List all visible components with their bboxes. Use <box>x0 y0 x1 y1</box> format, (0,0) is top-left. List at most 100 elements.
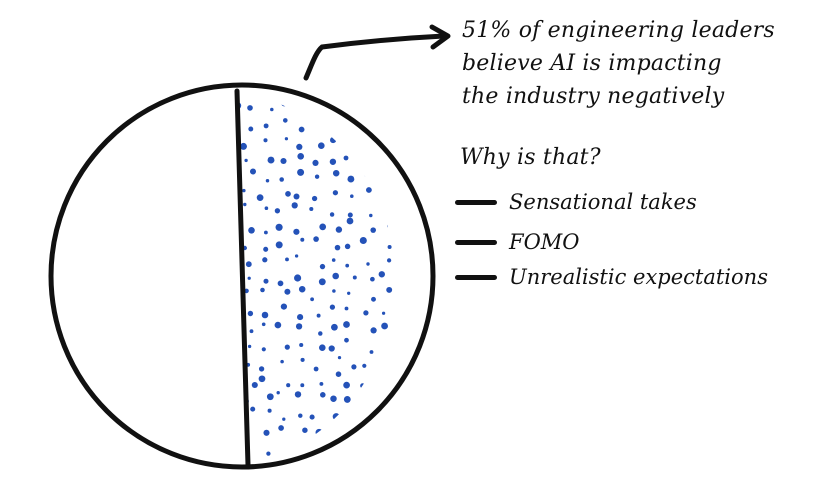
pattern-dot <box>275 223 283 231</box>
pattern-dot <box>386 258 392 263</box>
pattern-dot <box>332 272 340 280</box>
pattern-dot <box>263 429 270 436</box>
pattern-dot <box>396 276 403 283</box>
pattern-dot <box>350 194 354 198</box>
pattern-dot <box>284 137 289 141</box>
pattern-dot <box>297 314 304 321</box>
pattern-dot <box>270 107 274 112</box>
pattern-dot <box>280 359 284 364</box>
pattern-dot <box>315 428 323 436</box>
arrow-head-icon <box>429 24 451 50</box>
pattern-dot <box>385 338 391 344</box>
pattern-dot <box>398 190 403 195</box>
pattern-dot <box>320 392 326 398</box>
pattern-dot <box>330 137 337 144</box>
pattern-dot <box>309 414 315 420</box>
pattern-dot <box>370 276 375 282</box>
pattern-dot <box>256 194 264 201</box>
pattern-dot <box>343 395 351 403</box>
pattern-dot <box>414 253 418 257</box>
pattern-dot <box>343 321 350 328</box>
pattern-dot <box>387 244 392 250</box>
pattern-dot <box>329 304 336 310</box>
pattern-dot <box>249 329 254 334</box>
pattern-dot <box>370 154 374 159</box>
pattern-dot <box>378 271 385 278</box>
pattern-dot <box>282 417 286 421</box>
pattern-dot <box>332 289 336 293</box>
pattern-dot <box>286 383 291 388</box>
pattern-dot <box>343 155 349 161</box>
pattern-dot <box>294 274 302 282</box>
pattern-dot <box>244 158 248 163</box>
pattern-dot <box>366 262 370 266</box>
pattern-dot <box>294 391 302 398</box>
pattern-dot <box>266 393 274 401</box>
pattern-dot <box>393 325 396 332</box>
pattern-dot <box>297 152 305 160</box>
pattern-dot <box>293 228 300 235</box>
pattern-dot <box>265 179 270 183</box>
reason-item: Unrealistic expectations <box>455 262 768 292</box>
pattern-dot <box>377 160 381 165</box>
pattern-dot <box>316 313 321 318</box>
pattern-dot <box>261 347 266 352</box>
headline-line-1: 51% of engineering leaders <box>462 18 775 43</box>
pattern-dot <box>400 210 405 215</box>
pattern-dot <box>291 202 298 209</box>
pattern-dot <box>343 381 350 389</box>
headline-annotation: 51% of engineering leaders believe AI is… <box>462 14 775 113</box>
pattern-dot <box>418 275 421 278</box>
pattern-dot <box>352 275 357 280</box>
pattern-dot <box>328 345 335 352</box>
pattern-dot <box>364 173 368 177</box>
pattern-dot <box>294 254 299 258</box>
pattern-dot <box>293 193 300 200</box>
pattern-dot <box>284 344 290 350</box>
pattern-dot <box>297 168 305 176</box>
pattern-dot <box>366 399 372 404</box>
pattern-dot <box>282 118 288 123</box>
pattern-dot <box>310 297 314 302</box>
pattern-dot <box>277 280 284 287</box>
pattern-dot <box>330 395 337 402</box>
pie-slice <box>89 91 249 465</box>
pattern-dot <box>262 257 268 263</box>
pattern-dot <box>247 105 253 111</box>
bullet-dash-icon <box>455 199 497 205</box>
pattern-dot <box>300 383 305 388</box>
pattern-dot <box>267 408 272 413</box>
pattern-dot <box>309 206 314 212</box>
pattern-dot <box>344 306 349 311</box>
pattern-dot <box>370 227 376 233</box>
pattern-dot <box>331 323 338 331</box>
bullet-dash-icon <box>455 239 497 245</box>
pattern-dot <box>275 241 283 249</box>
pattern-dot <box>248 227 255 234</box>
pattern-dot <box>387 223 392 228</box>
pattern-dot <box>314 174 320 179</box>
pattern-dot <box>332 169 340 177</box>
pattern-dot <box>326 425 331 430</box>
pattern-dot <box>298 285 306 293</box>
pattern-dot <box>276 391 280 395</box>
pattern-dot <box>376 377 383 384</box>
pattern-dot <box>285 257 289 262</box>
pattern-dot <box>298 413 303 418</box>
pattern-dot <box>263 123 269 129</box>
reason-label: Unrealistic expectations <box>509 265 768 289</box>
pattern-dot <box>242 188 246 193</box>
pattern-dot <box>332 190 339 196</box>
pattern-dot <box>359 236 367 245</box>
pattern-dot <box>376 188 383 195</box>
pattern-dot <box>386 286 393 293</box>
bullet-dash-icon <box>455 274 497 280</box>
pattern-dot <box>405 244 411 250</box>
pattern-dot <box>334 244 341 251</box>
pattern-dot <box>300 357 305 362</box>
pattern-dot <box>261 322 266 327</box>
pattern-dot <box>363 310 369 316</box>
pie-outline <box>48 82 436 470</box>
pattern-dot <box>278 425 284 431</box>
